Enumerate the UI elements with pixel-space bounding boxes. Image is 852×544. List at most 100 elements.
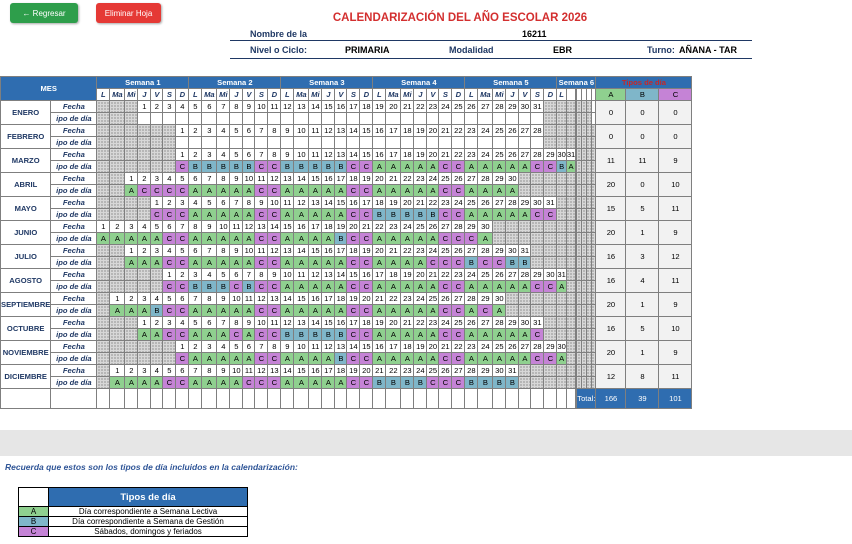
day-type-cell: [530, 304, 545, 317]
date-cell: 8: [254, 268, 269, 281]
day-type-cell: [201, 136, 218, 149]
date-cell: 13: [293, 316, 310, 329]
day-type-cell: C: [346, 376, 361, 389]
delete-sheet-button[interactable]: Eliminar Hoja: [96, 3, 161, 23]
day-type-cell: C: [162, 376, 177, 389]
date-cell: [109, 268, 126, 281]
day-type-cell: [556, 232, 567, 245]
date-cell: 10: [293, 340, 310, 353]
date-cell: 24: [451, 196, 466, 209]
date-cell: 6: [216, 196, 231, 209]
date-cell: 24: [477, 340, 494, 353]
day-type-cell: C: [150, 208, 164, 221]
date-cell: 29: [505, 100, 520, 113]
semana-header-1: Semana 1: [96, 76, 190, 89]
date-cell: 11: [254, 172, 269, 185]
date-cell: [96, 364, 111, 377]
date-cell: 16: [334, 100, 348, 113]
back-button[interactable]: ← Regresar: [10, 3, 78, 23]
date-cell: 20: [400, 196, 415, 209]
spacer-cell: [438, 388, 453, 409]
date-cell: 16: [359, 268, 374, 281]
date-cell: 5: [162, 292, 177, 305]
date-cell: 31: [505, 364, 520, 377]
day-type-cell: C: [451, 280, 466, 293]
date-cell: 22: [451, 340, 466, 353]
total-b: 39: [625, 388, 660, 409]
day-type-cell: C: [438, 232, 453, 245]
date-cell: 28: [505, 196, 520, 209]
day-type-cell: A: [242, 232, 256, 245]
day-type-cell: C: [175, 160, 190, 173]
day-type-cell: C: [359, 208, 374, 221]
day-type-cell: C: [359, 376, 374, 389]
date-cell: 4: [216, 124, 231, 137]
day-type-cell: C: [254, 376, 269, 389]
day-type-cell: B: [321, 328, 336, 341]
date-cell: 3: [124, 220, 139, 233]
date-cell: 6: [242, 340, 256, 353]
date-cell: 5: [175, 172, 190, 185]
day-type-cell: [254, 112, 269, 125]
date-cell: 24: [438, 316, 453, 329]
date-cell: 4: [201, 268, 218, 281]
date-cell: [556, 196, 567, 209]
date-cell: 1: [175, 340, 190, 353]
date-cell: 8: [267, 148, 282, 161]
date-cell: 23: [464, 124, 479, 137]
date-cell: [162, 148, 177, 161]
date-cell: 11: [308, 124, 323, 137]
date-cell: 18: [400, 124, 415, 137]
day-type-cell: [162, 160, 177, 173]
day-type-cell: A: [321, 280, 336, 293]
date-cell: [530, 220, 545, 233]
date-cell: 18: [321, 220, 336, 233]
count-c: 12: [658, 244, 693, 269]
date-cell: 7: [188, 292, 203, 305]
day-type-cell: [188, 136, 203, 149]
date-cell: 10: [229, 292, 244, 305]
day-type-cell: B: [242, 160, 256, 173]
day-type-cell: A: [477, 232, 494, 245]
date-cell: 28: [518, 268, 532, 281]
weekday-header: S: [530, 88, 545, 101]
tipos-de-dia-header: Tipos de día: [595, 76, 693, 89]
weekday-header: Mi: [492, 88, 507, 101]
date-cell: 13: [280, 244, 295, 257]
day-type-cell: B: [413, 208, 428, 221]
weekday-header: Mi: [308, 88, 323, 101]
day-type-cell: A: [216, 304, 231, 317]
day-type-cell: A: [321, 184, 336, 197]
day-type-cell: [565, 376, 577, 389]
day-type-cell: [124, 112, 139, 125]
day-type-cell: C: [254, 280, 269, 293]
date-cell: 8: [201, 364, 218, 377]
date-cell: [124, 196, 139, 209]
date-cell: 14: [321, 196, 336, 209]
date-cell: [109, 244, 126, 257]
day-type-cell: [505, 112, 520, 125]
day-type-cell: B: [188, 280, 203, 293]
month-label: FEBRERO: [0, 124, 52, 149]
fecha-row-label: Fecha: [50, 292, 98, 305]
day-type-cell: [242, 112, 256, 125]
date-cell: 28: [530, 340, 545, 353]
date-cell: 25: [492, 124, 507, 137]
day-type-cell: A: [124, 184, 139, 197]
date-cell: 28: [492, 100, 507, 113]
date-cell: 20: [372, 172, 387, 185]
day-type-cell: A: [464, 160, 479, 173]
day-type-cell: A: [464, 352, 479, 365]
date-cell: 23: [426, 100, 440, 113]
day-type-cell: [530, 232, 545, 245]
weekday-header: Ma: [201, 88, 218, 101]
day-type-cell: A: [556, 352, 567, 365]
weekday-header: V: [518, 88, 532, 101]
day-type-cell: C: [267, 352, 282, 365]
date-cell: 3: [175, 196, 190, 209]
date-cell: 31: [530, 100, 545, 113]
count-b: 5: [625, 196, 660, 221]
day-type-cell: [175, 136, 190, 149]
date-cell: 28: [477, 172, 494, 185]
day-type-cell: C: [451, 160, 466, 173]
